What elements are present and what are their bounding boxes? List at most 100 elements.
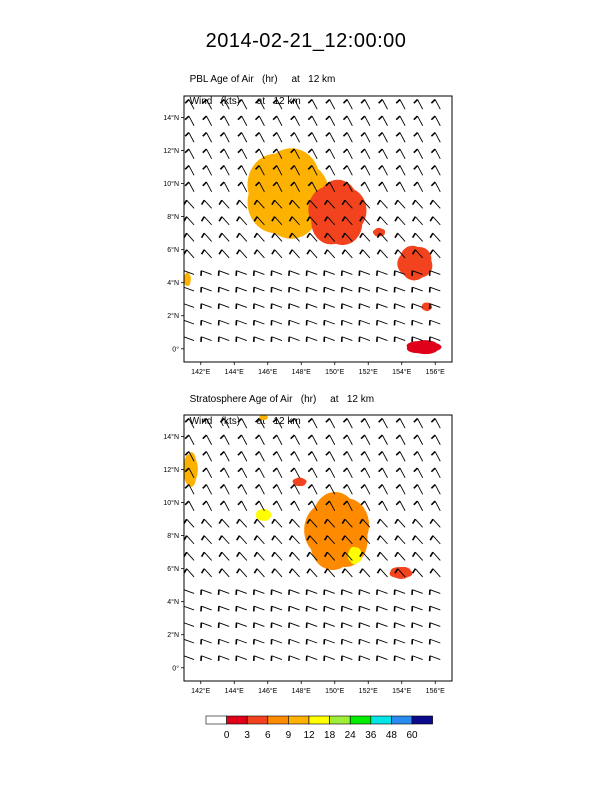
wind-barb	[254, 484, 265, 495]
wind-barb	[411, 319, 423, 326]
wind-barb	[376, 589, 388, 595]
wind-barb	[288, 518, 300, 528]
wind-barb	[218, 535, 230, 545]
wind-barb	[219, 500, 230, 512]
region-blob	[184, 272, 190, 282]
wind-barb	[323, 589, 335, 595]
wind-barb	[325, 165, 336, 176]
wind-barb	[270, 303, 283, 309]
shaded-region-9-12	[184, 452, 198, 487]
wind-barb	[359, 535, 371, 545]
wind-barb	[237, 165, 248, 176]
wind-barb	[323, 303, 335, 309]
wind-barb	[219, 131, 230, 143]
wind-barb	[376, 568, 388, 578]
wind-barb	[340, 319, 353, 326]
wind-barb	[184, 270, 195, 276]
colorbar-label: 3	[244, 730, 250, 741]
wind-barb	[395, 98, 406, 110]
wind-barb	[323, 336, 335, 343]
wind-barb	[254, 181, 265, 193]
wind-barb	[184, 199, 195, 209]
colorbar-swatch	[329, 715, 351, 725]
wind-barb	[217, 638, 230, 645]
wind-barb	[200, 622, 212, 628]
map-frame	[183, 414, 453, 682]
wind-barb	[376, 605, 388, 612]
wind-barb	[411, 638, 423, 645]
wind-barb	[376, 249, 388, 259]
wind-barb	[413, 148, 424, 159]
wind-barb	[305, 336, 318, 343]
colorbar-label: 24	[345, 730, 357, 741]
wind-barb	[307, 181, 318, 193]
wind-barb	[200, 336, 212, 343]
wind-barb	[272, 98, 283, 110]
wind-barb	[376, 622, 388, 628]
wind-barb	[378, 115, 388, 126]
wind-barb	[236, 199, 248, 209]
wind-barb	[235, 270, 247, 276]
wind-barb	[323, 319, 335, 326]
wind-barb	[236, 551, 248, 561]
wind-barb	[252, 655, 265, 662]
wind-barb	[237, 417, 248, 429]
wind-barb	[340, 270, 353, 276]
wind-barb	[395, 434, 406, 445]
wind-barb	[358, 655, 371, 662]
wind-barb	[378, 165, 388, 176]
wind-barb	[411, 568, 424, 578]
wind-barb	[237, 98, 248, 110]
wind-barb	[288, 336, 300, 343]
wind-barb	[272, 450, 283, 462]
wind-barb	[340, 622, 353, 628]
colorbar-label: 6	[265, 730, 271, 741]
y-tick-label: 14°N	[163, 114, 179, 122]
wind-barb	[395, 131, 406, 143]
wind-barb	[270, 589, 283, 595]
wind-barb	[376, 270, 388, 276]
wind-barb	[254, 148, 265, 159]
wind-barb	[202, 484, 213, 495]
wind-barb	[395, 165, 406, 176]
wind-barb	[254, 434, 265, 445]
shaded-region-12-18	[347, 546, 362, 565]
wind-barb	[376, 319, 388, 326]
wind-barb	[360, 148, 371, 159]
wind-barb	[429, 568, 441, 578]
wind-barb	[376, 286, 388, 293]
wind-barb	[342, 131, 353, 143]
wind-barb	[236, 232, 248, 242]
wind-barb	[200, 270, 212, 276]
wind-barb	[341, 568, 353, 578]
shaded-region-12-18	[255, 508, 272, 522]
wind-barb	[428, 589, 441, 595]
wind-barb	[288, 535, 300, 545]
wind-barb	[411, 518, 424, 528]
wind-barb	[184, 500, 195, 512]
wind-barb	[253, 518, 265, 528]
wind-barb	[394, 535, 406, 545]
wind-barb	[235, 336, 247, 343]
wind-barb	[217, 303, 230, 309]
colorbar-label: 36	[365, 730, 377, 741]
wind-barb	[290, 115, 300, 126]
wind-barb	[202, 98, 213, 110]
wind-barb	[219, 115, 230, 126]
wind-barb	[428, 286, 441, 293]
wind-barb	[323, 622, 335, 628]
wind-barb	[200, 232, 212, 242]
wind-barb	[270, 286, 283, 293]
wind-barb	[252, 270, 265, 276]
wind-barb	[428, 622, 441, 628]
wind-barb	[376, 551, 388, 561]
wind-barb	[376, 535, 388, 545]
wind-barb	[342, 484, 353, 495]
wind-barb	[288, 216, 300, 226]
wind-barb	[340, 286, 353, 293]
wind-barb	[323, 655, 335, 662]
wind-barb	[342, 181, 353, 193]
wind-barb	[184, 655, 195, 662]
wind-barb	[360, 165, 371, 176]
